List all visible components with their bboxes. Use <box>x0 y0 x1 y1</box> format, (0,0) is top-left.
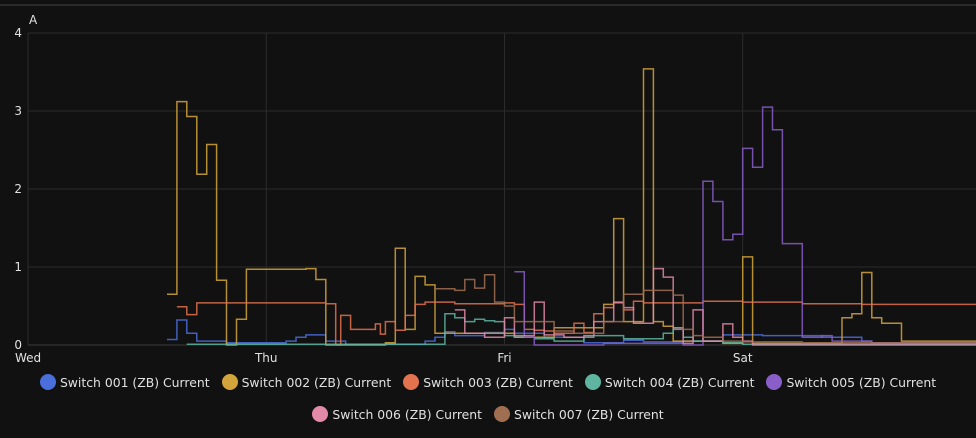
legend-color-dot <box>494 406 510 422</box>
legend-color-dot <box>221 374 238 390</box>
legend-label: Switch 007 (ZB) Current <box>514 406 664 422</box>
legend-color-dot <box>584 374 601 390</box>
y-tick-label: 2 <box>14 182 22 196</box>
legend-label: Switch 005 (ZB) Current <box>786 374 937 390</box>
legend-color-dot <box>312 406 329 422</box>
legend-color-dot <box>403 374 420 390</box>
y-unit-label: A <box>29 13 38 27</box>
series-line-4 <box>186 313 976 345</box>
x-tick-label: Thu <box>254 351 278 365</box>
legend-label: Switch 001 (ZB) Current <box>59 374 210 390</box>
legend-item-switch-006[interactable]: Switch 006 (ZB) Current <box>312 405 482 423</box>
grid <box>27 32 976 346</box>
current-chart: A 0 1 2 3 4 Wed Thu Fri Sat <box>14 13 976 365</box>
x-axis: Wed Thu Fri Sat <box>15 351 753 365</box>
legend-label: Switch 006 (ZB) Current <box>332 406 482 422</box>
x-tick-label: Fri <box>497 351 511 365</box>
legend-item-switch-001[interactable]: Switch 001 (ZB) Current <box>39 373 210 391</box>
series-line-5 <box>514 106 976 346</box>
legend-label: Switch 003 (ZB) Current <box>423 374 573 390</box>
series-lines <box>167 68 976 346</box>
x-tick-label: Wed <box>15 351 41 365</box>
legend-item-switch-007[interactable]: Switch 007 (ZB) Current <box>494 405 664 423</box>
legend-label: Switch 002 (ZB) Current <box>241 374 392 390</box>
legend-color-dot <box>39 374 56 390</box>
series-line-6 <box>454 267 976 346</box>
legend-color-dot <box>766 374 783 390</box>
legend-item-switch-002[interactable]: Switch 002 (ZB) Current <box>221 373 392 391</box>
legend-item-switch-005[interactable]: Switch 005 (ZB) Current <box>766 373 936 391</box>
legend-item-switch-003[interactable]: Switch 003 (ZB) Current <box>403 373 573 391</box>
y-tick-label: 1 <box>14 260 22 274</box>
y-tick-label: 3 <box>14 104 22 118</box>
legend-item-switch-004[interactable]: Switch 004 (ZB) Current <box>584 373 755 391</box>
y-axis: 0 1 2 3 4 <box>14 26 22 352</box>
series-line-3 <box>176 300 976 346</box>
legend-label: Switch 004 (ZB) Current <box>604 374 755 390</box>
legend: Switch 001 (ZB) Current Switch 002 (ZB) C… <box>0 373 976 423</box>
y-tick-label: 0 <box>14 338 22 352</box>
x-tick-label: Sat <box>733 351 753 365</box>
series-line-1 <box>167 319 976 345</box>
series-line-7 <box>435 274 976 344</box>
top-border <box>0 4 976 6</box>
y-tick-label: 4 <box>14 26 22 40</box>
